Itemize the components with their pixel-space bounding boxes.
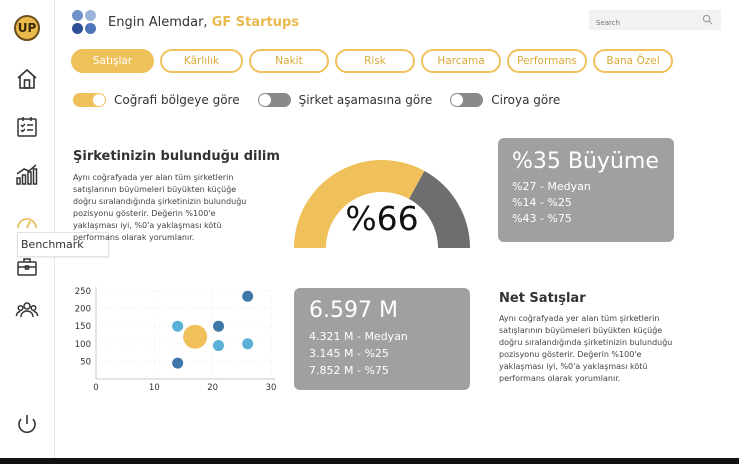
toggle-switch-on[interactable] — [73, 93, 106, 107]
text-line: satışlarının büyümeleri büyükten küçüğe — [499, 326, 663, 335]
growth-p25: %14 - %25 — [512, 196, 572, 209]
home-icon[interactable] — [14, 66, 40, 92]
toggle-switch-off[interactable] — [257, 93, 291, 107]
filter-toggles: Coğrafi bölgeye göre Şirket aşamasına gö… — [73, 93, 578, 107]
toggle-label: Şirket aşamasına göre — [298, 93, 433, 107]
gauge-rest-arc — [408, 170, 470, 248]
net-sales-p25: 3.145 M - %25 — [309, 347, 389, 360]
text-line: doğru sıralandığında şirketinizin bulund… — [73, 197, 247, 206]
text-line: performans olarak yorumlanır. — [499, 374, 621, 383]
tab-karlilik[interactable]: Kârlılık — [160, 49, 243, 73]
tab-harcama[interactable]: Harcama — [421, 49, 501, 73]
benchmark-tooltip: Benchmark — [17, 232, 109, 257]
x-tick-label: 20 — [207, 383, 218, 393]
scatter-point — [183, 324, 208, 349]
x-tick-label: 30 — [266, 383, 277, 393]
segment-description: Aynı coğrafyada yer alan tüm şirketlerin… — [73, 172, 246, 244]
x-tick-label: 10 — [149, 383, 160, 393]
text-line: satışlarının büyümeleri büyükten küçüğe — [73, 185, 237, 194]
header-user: Engin Alemdar, GF Startups — [108, 15, 299, 30]
net-sales-headline: 6.597 M — [309, 298, 398, 323]
x-tick-label: 0 — [93, 383, 98, 393]
gauge-icon[interactable] — [14, 210, 40, 236]
text-line: yaklaşması iyi, %0'a yaklaşması kötü — [73, 221, 222, 230]
y-tick-label: 50 — [80, 357, 91, 367]
growth-headline: %35 Büyüme — [512, 149, 659, 174]
toggle-label: Coğrafi bölgeye göre — [114, 93, 240, 107]
text-line: pozisyonu gösterir. Değerin %100'e — [499, 350, 642, 359]
search-box[interactable] — [589, 10, 721, 33]
scatter-point — [172, 357, 184, 369]
text-line: doğru sıralandığında şirketinizin bulund… — [499, 338, 673, 347]
briefcase-icon[interactable] — [14, 254, 40, 280]
percentile-gauge — [294, 159, 470, 248]
sales-scatter-chart: 50 100 150 200 250 0 10 20 30 — [75, 287, 277, 393]
users-icon[interactable] — [14, 297, 40, 323]
y-tick-label: 250 — [75, 287, 91, 297]
tab-risk[interactable]: Risk — [335, 49, 415, 73]
net-sales-card: 6.597 M 4.321 M - Medyan 3.145 M - %25 7… — [294, 288, 470, 390]
power-icon[interactable] — [14, 412, 40, 438]
search-icon[interactable] — [702, 14, 713, 25]
net-sales-description: Aynı coğrafyada yer alan tüm şirketlerin… — [499, 313, 672, 385]
scatter-point — [213, 340, 224, 352]
brand-dots-icon — [72, 10, 98, 34]
growth-median: %27 - Medyan — [512, 180, 591, 193]
tab-bar: Satışlar Kârlılık Nakit Risk Harcama Per… — [71, 49, 679, 73]
text-line: yaklaşması iyi, %0'a yaklaşması kötü — [499, 362, 648, 371]
sidebar: UP — [0, 0, 55, 458]
text-line: Aynı coğrafyada yer alan tüm şirketlerin — [73, 173, 234, 182]
scatter-point — [172, 320, 184, 332]
toggle-label: Ciroya göre — [491, 93, 561, 107]
growth-p75: %43 - %75 — [512, 212, 572, 225]
scatter-point — [242, 290, 254, 302]
bottom-edge — [0, 458, 739, 464]
net-sales-title: Net Satışlar — [499, 291, 586, 306]
tab-performans[interactable]: Performans — [507, 49, 587, 73]
net-sales-median: 4.321 M - Medyan — [309, 330, 408, 343]
bar-chart-icon[interactable] — [14, 162, 40, 188]
tab-nakit[interactable]: Nakit — [249, 49, 329, 73]
y-tick-label: 150 — [75, 322, 91, 332]
toggle-switch-off[interactable] — [450, 93, 484, 107]
checklist-icon[interactable] — [14, 114, 40, 140]
search-input[interactable] — [589, 13, 689, 33]
company-name: GF Startups — [211, 15, 300, 30]
gauge-fill-arc — [294, 159, 425, 248]
text-line: performans olarak yorumlanır. — [73, 233, 195, 242]
growth-card: %35 Büyüme %27 - Medyan %14 - %25 %43 - … — [498, 138, 674, 242]
tab-satislar[interactable]: Satışlar — [71, 49, 154, 73]
y-tick-label: 200 — [75, 305, 91, 315]
scatter-point — [213, 320, 224, 332]
app-logo[interactable]: UP — [14, 15, 40, 41]
text-line: Aynı coğrafyada yer alan tüm şirketlerin — [499, 314, 660, 323]
toggle-cografi[interactable]: Coğrafi bölgeye göre — [73, 93, 240, 107]
toggle-sirket-asamasi[interactable]: Şirket aşamasına göre — [257, 93, 433, 107]
toggle-ciro[interactable]: Ciroya göre — [450, 93, 560, 107]
y-tick-label: 100 — [75, 340, 91, 350]
scatter-point — [242, 338, 254, 350]
segment-title: Şirketinizin bulunduğu dilim — [73, 149, 280, 164]
text-line: pozisyonu gösterir. Değerin %100'e — [73, 209, 216, 218]
user-name: Engin Alemdar, — [108, 15, 208, 30]
net-sales-p75: 7.852 M - %75 — [309, 364, 389, 377]
tab-bana-ozel[interactable]: Bana Özel — [593, 49, 673, 73]
gauge-value: %66 — [345, 199, 419, 238]
